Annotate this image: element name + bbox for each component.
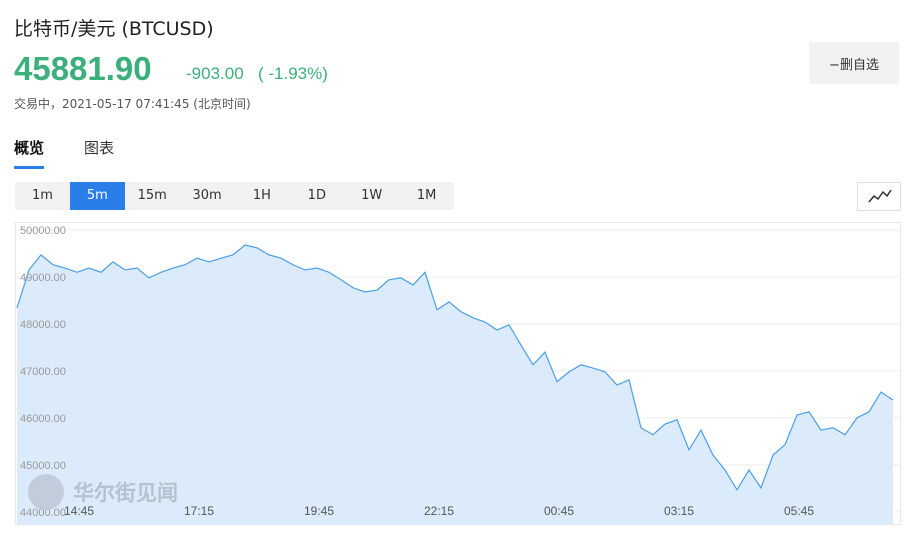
change-percent: ( -1.93%) [258, 64, 328, 83]
x-tick-label: 19:45 [304, 504, 334, 518]
price: 45881.90 [14, 50, 152, 87]
timeframe-button[interactable]: 5m [69, 182, 125, 210]
x-tick-label: 14:45 [64, 504, 94, 518]
y-tick-label: 49000.00 [20, 272, 66, 284]
tab[interactable]: 图表 [84, 139, 115, 157]
remove-watchlist-button[interactable]: −删自选 [809, 42, 899, 84]
x-tick-label: 17:15 [184, 504, 214, 518]
line [16, 244, 894, 491]
timeframe-button[interactable]: 15m [137, 188, 167, 203]
tabs: 概览 图表 [14, 137, 114, 169]
y-tick-label: 47000.00 [20, 366, 66, 378]
chart-type-button[interactable] [857, 182, 901, 211]
watermark: 华尔街见闻 [28, 474, 178, 510]
timeframe-button[interactable]: 1m [31, 188, 53, 203]
title: 比特币/美元 (BTCUSD) [14, 18, 214, 40]
y-tick-label: 45000.00 [20, 460, 66, 472]
chart: 44000.00 45000.00 46000.00 47000.00 48000.00… [15, 222, 901, 525]
status: 交易中，2021-05-17 07:41:45 (北京时间) [14, 97, 251, 111]
y-tick-label: 50000.00 [20, 225, 66, 237]
watermark-text: 华尔街见闻 [73, 481, 178, 505]
y-tick-label: 48000.00 [20, 319, 66, 331]
timeframe-button[interactable]: 1D [307, 188, 326, 203]
tab[interactable]: 概览 [14, 137, 45, 169]
area [17, 245, 893, 525]
timeframe-button[interactable]: 1M [416, 188, 437, 203]
x-tick-label: 00:45 [544, 504, 574, 518]
chart-icon [868, 189, 892, 203]
x-tick-label: 22:15 [424, 504, 454, 518]
watermark-logo [28, 474, 64, 510]
x-tick-label: 03:15 [664, 504, 694, 518]
x-tick-label: 05:45 [784, 504, 814, 518]
timeframe-button[interactable]: 1H [252, 188, 271, 203]
y-tick-label: 46000.00 [20, 413, 66, 425]
timeframe-button[interactable]: 30m [192, 188, 222, 203]
change: -903.00 [186, 64, 244, 83]
timeframes: 1m 5m 15m 30m 1H 1D 1W 1M [15, 182, 454, 210]
timeframe-button[interactable]: 1W [361, 188, 383, 203]
y-tick-label: 44000.00 [20, 507, 66, 519]
